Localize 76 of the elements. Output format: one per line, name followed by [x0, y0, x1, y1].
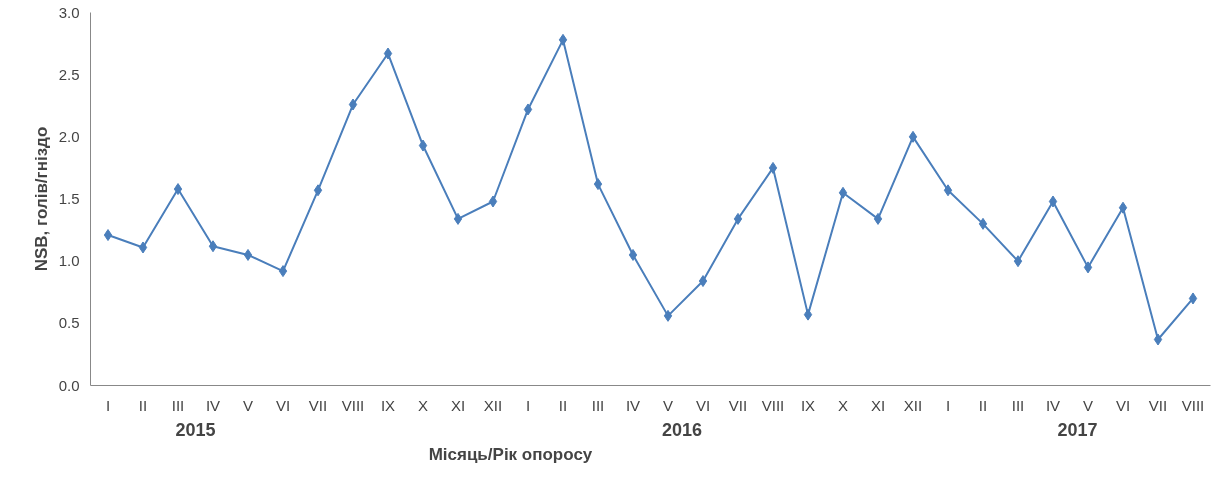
- y-tick-label: 0.0: [58, 376, 80, 394]
- x-tick-label: X: [418, 396, 429, 414]
- x-tick-label: IV: [1045, 396, 1061, 414]
- point: [173, 183, 183, 196]
- point: [1153, 333, 1163, 346]
- point: [873, 212, 883, 225]
- y-tick-label: 2.5: [58, 65, 80, 83]
- x-tick-label: III: [1011, 396, 1025, 414]
- x-tick-label: V: [663, 396, 674, 414]
- y-tick-label: 0.5: [58, 314, 80, 332]
- x-tick-label: VII: [308, 396, 328, 414]
- x-tick-label: III: [591, 396, 605, 414]
- x-axis-title: Місяць/Рік опоросу: [428, 444, 593, 464]
- point: [1013, 255, 1023, 268]
- x-tick-label: VI: [275, 396, 291, 414]
- point: [488, 195, 498, 208]
- y-tick-label: 1.0: [58, 252, 80, 270]
- point: [313, 184, 323, 197]
- x-tick-label: XII: [483, 396, 503, 414]
- x-tick-label: V: [243, 396, 254, 414]
- x-tick-label: XI: [450, 396, 466, 414]
- text: 2015: [175, 419, 216, 440]
- point: [943, 184, 953, 197]
- x-tick-label: III: [171, 396, 185, 414]
- point: [1083, 261, 1093, 274]
- point: [733, 212, 743, 225]
- x-tick-label: I: [525, 396, 531, 414]
- point: [628, 248, 638, 261]
- x-tick-label: IV: [625, 396, 641, 414]
- point: [593, 178, 603, 191]
- point: [138, 241, 148, 254]
- point: [978, 217, 988, 230]
- x-tick-label: VII: [1148, 396, 1168, 414]
- x-tick-label: II: [978, 396, 988, 414]
- point: [348, 98, 358, 111]
- x-tick-label: V: [1083, 396, 1094, 414]
- y-tick-label: 2.0: [58, 127, 80, 145]
- x-tick-label: VIII: [341, 396, 365, 414]
- point: [1048, 195, 1058, 208]
- point: [523, 103, 533, 116]
- text: 2016: [661, 419, 703, 440]
- x-tick-label: IV: [205, 396, 221, 414]
- x-tick-label: IX: [800, 396, 816, 414]
- point: [278, 265, 288, 278]
- x-tick-label: XI: [870, 396, 886, 414]
- x-tick-label: IX: [380, 396, 396, 414]
- point: [803, 308, 813, 321]
- point: [558, 33, 568, 46]
- x-tick-label: VI: [1115, 396, 1131, 414]
- point: [418, 139, 428, 152]
- x-tick-label: I: [945, 396, 951, 414]
- x-tick-label: XII: [903, 396, 923, 414]
- x-tick-label: X: [838, 396, 849, 414]
- y-tick-label: 3.0: [58, 3, 80, 21]
- point: [698, 275, 708, 288]
- x-tick-label: VII: [728, 396, 748, 414]
- y-tick-label: 1.5: [58, 190, 80, 207]
- y-axis-title: NSB, голів/гніздо: [31, 126, 51, 272]
- point: [908, 130, 918, 143]
- point: [453, 212, 463, 225]
- x-tick-label: VIII: [1181, 396, 1205, 414]
- point: [243, 248, 253, 261]
- point: [103, 229, 113, 242]
- x-tick-label: I: [105, 396, 111, 414]
- point: [838, 186, 848, 199]
- x-tick-label: VIII: [761, 396, 785, 414]
- x-tick-label: II: [558, 396, 568, 414]
- point: [768, 161, 778, 174]
- point: [1118, 201, 1128, 214]
- point: [208, 240, 218, 253]
- x-tick-label: II: [138, 396, 148, 414]
- point: [383, 47, 393, 60]
- x-tick-label: VI: [695, 396, 711, 414]
- point: [663, 309, 673, 322]
- point: [1188, 292, 1198, 305]
- text: 2017: [1057, 419, 1098, 440]
